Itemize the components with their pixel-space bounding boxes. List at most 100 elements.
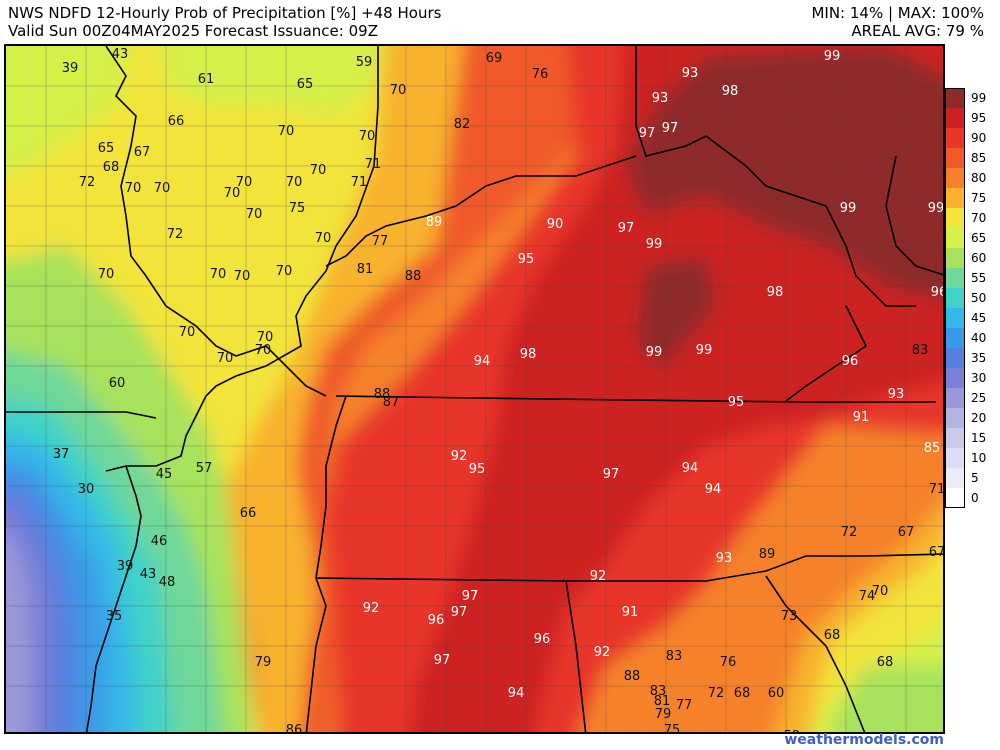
probability-value-label: 86 xyxy=(286,723,303,734)
probability-value-label: 70 xyxy=(278,124,295,139)
legend-swatch xyxy=(945,468,965,488)
probability-value-label: 81 xyxy=(654,694,671,709)
probability-value-label: 96 xyxy=(842,354,859,369)
probability-value-label: 72 xyxy=(841,525,858,540)
probability-field xyxy=(6,46,943,732)
probability-value-label: 70 xyxy=(236,175,253,190)
probability-value-label: 70 xyxy=(154,181,171,196)
probability-value-label: 93 xyxy=(682,66,699,81)
probability-value-label: 35 xyxy=(106,609,123,624)
probability-value-label: 70 xyxy=(257,330,274,345)
legend-swatch xyxy=(945,428,965,448)
probability-value-label: 98 xyxy=(520,347,537,362)
legend-label: 95 xyxy=(971,111,987,125)
probability-value-label: 77 xyxy=(372,234,389,249)
probability-value-label: 73 xyxy=(781,609,798,624)
legend-label: 90 xyxy=(971,131,987,145)
probability-value-label: 67 xyxy=(898,525,915,540)
probability-value-label: 94 xyxy=(508,686,525,701)
probability-value-label: 97 xyxy=(434,653,451,668)
legend-label: 60 xyxy=(971,251,987,265)
legend-label: 65 xyxy=(971,231,987,245)
legend-label: 25 xyxy=(971,391,987,405)
probability-value-label: 99 xyxy=(824,49,841,64)
probability-value-label: 96 xyxy=(428,613,445,628)
probability-value-label: 71 xyxy=(929,482,945,497)
probability-value-label: 70 xyxy=(179,325,196,340)
probability-value-label: 82 xyxy=(454,117,471,132)
legend-label: 35 xyxy=(971,351,987,365)
probability-value-label: 43 xyxy=(140,567,157,582)
probability-value-label: 66 xyxy=(168,114,185,129)
legend-swatch xyxy=(945,388,965,408)
legend-label: 5 xyxy=(971,471,979,485)
legend-label: 45 xyxy=(971,311,987,325)
probability-value-label: 89 xyxy=(426,215,443,230)
probability-value-label: 92 xyxy=(590,569,607,584)
min-max-stats: MIN: 14% | MAX: 100% xyxy=(811,4,984,22)
probability-value-label: 45 xyxy=(156,467,173,482)
probability-value-label: 61 xyxy=(198,72,215,87)
probability-value-label: 48 xyxy=(159,575,176,590)
probability-value-label: 70 xyxy=(310,163,327,178)
probability-value-label: 65 xyxy=(98,141,115,156)
probability-value-label: 71 xyxy=(365,157,382,172)
probability-value-label: 95 xyxy=(518,252,535,267)
probability-value-label: 92 xyxy=(363,601,380,616)
probability-value-label: 68 xyxy=(103,160,120,175)
probability-value-label: 59 xyxy=(356,55,373,70)
site-credit: weathermodels.com xyxy=(784,732,944,748)
probability-value-label: 88 xyxy=(624,669,641,684)
legend-swatch xyxy=(945,168,965,188)
probability-value-label: 96 xyxy=(931,285,945,300)
probability-value-label: 68 xyxy=(824,628,841,643)
probability-value-label: 70 xyxy=(217,351,234,366)
legend-label: 50 xyxy=(971,291,987,305)
legend-label: 10 xyxy=(971,451,987,465)
probability-value-label: 57 xyxy=(196,461,213,476)
legend-swatch xyxy=(945,88,965,108)
probability-value-label: 66 xyxy=(240,506,257,521)
legend-label: 0 xyxy=(971,491,979,505)
probability-value-label: 97 xyxy=(603,467,620,482)
probability-value-label: 99 xyxy=(646,345,663,360)
precip-probability-map: 43 39 61 65 59 69 76 99 93 98 93 70 82 66 70 70 97 97 65 67… xyxy=(4,44,945,734)
legend-label: 85 xyxy=(971,151,987,165)
probability-value-label: 70 xyxy=(234,269,251,284)
probability-value-label: 81 xyxy=(357,262,374,277)
legend-swatch xyxy=(945,488,965,508)
probability-value-label: 70 xyxy=(872,584,889,599)
areal-average: AREAL AVG: 79 % xyxy=(851,22,984,40)
probability-value-label: 97 xyxy=(639,126,656,141)
probability-value-label: 90 xyxy=(547,217,564,232)
probability-value-label: 95 xyxy=(728,395,745,410)
legend-swatch xyxy=(945,268,965,288)
probability-value-label: 93 xyxy=(652,91,669,106)
probability-value-label: 70 xyxy=(125,181,142,196)
probability-value-label: 79 xyxy=(655,707,672,722)
probability-value-label: 89 xyxy=(759,547,776,562)
probability-value-label: 93 xyxy=(716,551,733,566)
probability-value-label: 70 xyxy=(210,267,227,282)
probability-value-label: 94 xyxy=(474,354,491,369)
probability-value-label: 97 xyxy=(462,589,479,604)
probability-value-label: 70 xyxy=(359,129,376,144)
legend-swatch xyxy=(945,448,965,468)
probability-value-label: 70 xyxy=(286,175,303,190)
probability-value-label: 98 xyxy=(767,285,784,300)
legend-swatch xyxy=(945,328,965,348)
map-header: NWS NDFD 12-Hourly Prob of Precipitation… xyxy=(8,4,441,40)
probability-value-label: 94 xyxy=(682,461,699,476)
probability-value-label: 43 xyxy=(112,47,129,62)
probability-value-label: 60 xyxy=(768,686,785,701)
legend-label: 20 xyxy=(971,411,987,425)
probability-value-label: 76 xyxy=(532,67,549,82)
probability-value-label: 83 xyxy=(666,649,683,664)
probability-value-label: 70 xyxy=(224,186,241,201)
probability-value-label: 91 xyxy=(622,605,639,620)
probability-value-label: 99 xyxy=(646,237,663,252)
probability-value-label: 75 xyxy=(664,723,681,734)
probability-value-label: 68 xyxy=(877,655,894,670)
probability-value-label: 74 xyxy=(859,589,876,604)
